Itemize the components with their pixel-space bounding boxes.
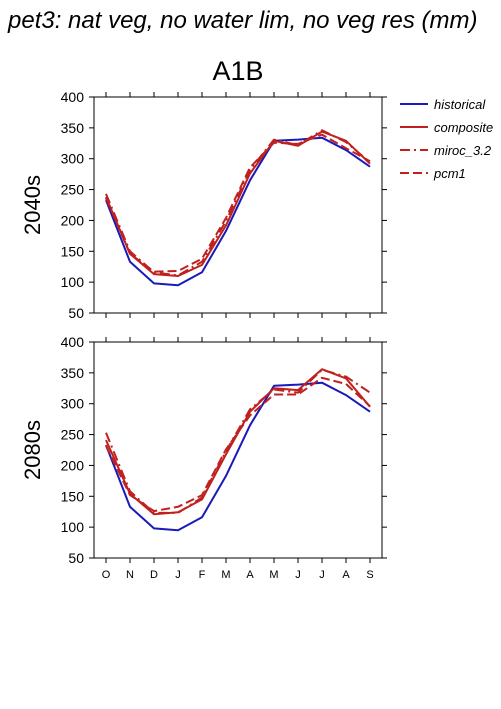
x-tick-label: M: [221, 569, 230, 581]
x-tick-label: A: [246, 569, 254, 581]
y-tick-label: 350: [61, 120, 85, 136]
y-tick-label: 50: [68, 305, 84, 321]
plot-frame: [93, 341, 383, 559]
y-tick-label: 400: [61, 89, 85, 105]
y-tick-label: 150: [61, 488, 85, 504]
series-line-miroc-3-2: [105, 129, 371, 277]
y-tick-label: 350: [61, 365, 85, 381]
y-tick-label: 50: [68, 550, 84, 566]
row-label: 2040s: [20, 175, 45, 235]
series-line-pcm1: [105, 133, 371, 273]
legend-label: pcm1: [433, 166, 466, 181]
y-tick-label: 100: [61, 519, 85, 535]
x-tick-label: J: [319, 569, 325, 581]
y-tick-label: 200: [61, 457, 85, 473]
plot-frame: [93, 96, 383, 314]
y-tick-label: 300: [61, 396, 85, 412]
x-tick-label: N: [126, 569, 134, 581]
series-line-composite: [105, 368, 371, 516]
series-line-historical: [105, 381, 371, 532]
legend: historical composite miroc_3.2 pcm1: [400, 97, 493, 181]
y-tick-label: 150: [61, 243, 85, 259]
figure-title: pet3: nat veg, no water lim, no veg res …: [7, 7, 478, 34]
chart-panels: 50 100 150 200 250 300 350 400 2040s 50 100 150 200 2…: [20, 89, 387, 581]
panel-2040s: 50 100 150 200 250 300 350 400 2040s: [20, 89, 387, 321]
row-label: 2080s: [20, 420, 45, 480]
x-tick-label: O: [102, 569, 111, 581]
y-tick-label: 300: [61, 151, 85, 167]
y-tick-label: 200: [61, 212, 85, 228]
x-tick-label: A: [342, 569, 350, 581]
series-line-historical: [105, 136, 371, 287]
x-tick-label: D: [150, 569, 158, 581]
y-tick-label: 100: [61, 274, 85, 290]
y-tick-label: 250: [61, 182, 85, 198]
legend-label: miroc_3.2: [434, 143, 492, 158]
series-line-pcm1: [105, 376, 371, 513]
x-tick-label: F: [199, 569, 206, 581]
legend-label: composite: [434, 120, 493, 135]
x-tick-label: M: [269, 569, 278, 581]
scenario-title: A1B: [212, 56, 263, 86]
panel-2080s: 50 100 150 200 250 300 350 400 O N D J F M A M J J A S 2080s: [20, 334, 387, 581]
series-line-miroc-3-2: [105, 368, 371, 514]
y-tick-label: 250: [61, 427, 85, 443]
legend-label: historical: [434, 97, 486, 112]
x-tick-label: J: [295, 569, 301, 581]
y-tick-label: 400: [61, 334, 85, 350]
x-tick-label: J: [175, 569, 181, 581]
x-tick-label: S: [366, 569, 373, 581]
